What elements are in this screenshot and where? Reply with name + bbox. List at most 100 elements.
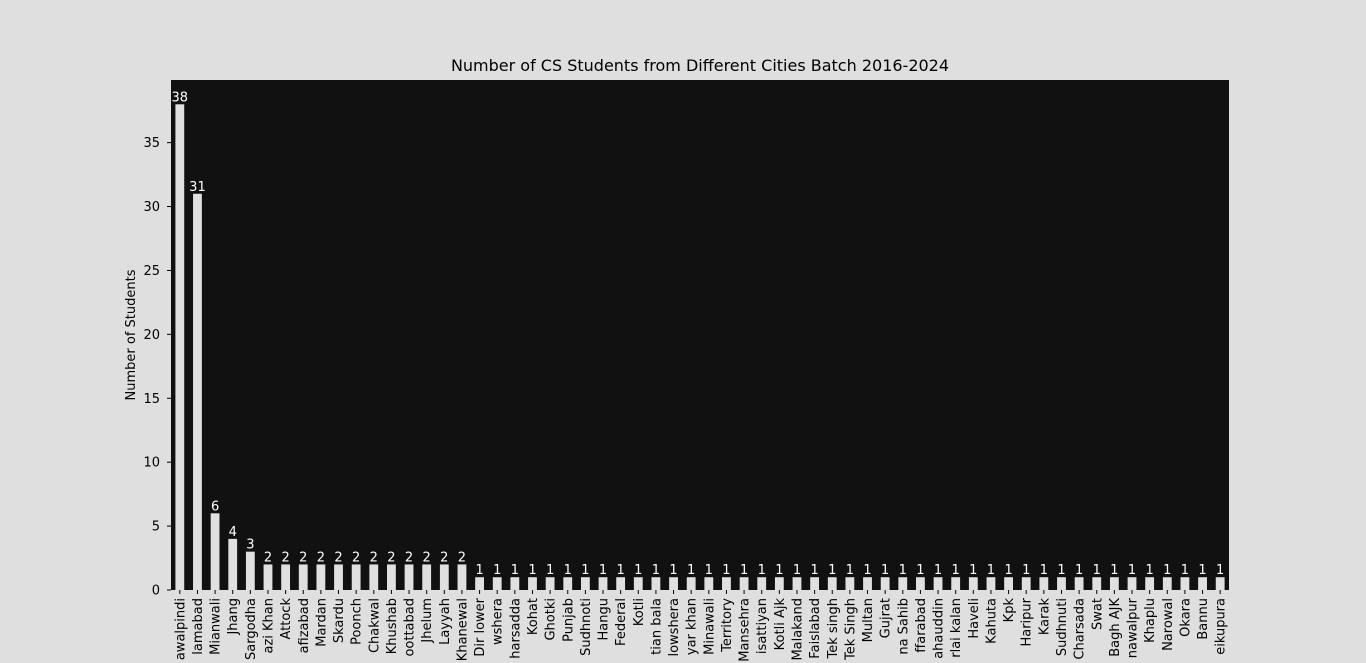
bar-value-label: 1	[1075, 563, 1083, 578]
y-tick-label: 5	[152, 520, 160, 535]
bar-value-label: 2	[405, 550, 413, 565]
x-tick-label: wshera	[491, 598, 506, 645]
y-tick-label: 25	[143, 264, 160, 279]
x-axis: awalpindi lamabad Mianwali Jhang Sargodha azi…	[173, 590, 1229, 662]
x-tick-label: Bannu	[1196, 598, 1211, 640]
bar-value-label: 2	[370, 550, 378, 565]
x-tick-label: Tek Singh	[843, 598, 858, 661]
bar-value-label: 1	[1093, 563, 1101, 578]
bar-value-label: 2	[387, 550, 395, 565]
bar	[351, 564, 361, 590]
bar-value-label: 1	[916, 563, 924, 578]
bar-value-label: 3	[246, 538, 254, 553]
x-tick-label: Multan	[861, 598, 876, 642]
bar-value-label: 1	[1198, 563, 1206, 578]
x-tick-label: Jhang	[226, 598, 241, 636]
x-tick-label: Faislabad	[808, 598, 823, 659]
x-tick-label: Karak	[1037, 598, 1052, 636]
bar-value-label: 2	[458, 550, 466, 565]
bar	[686, 577, 696, 590]
bar	[633, 577, 643, 590]
bar-value-label: 1	[581, 563, 589, 578]
y-tick-label: 10	[143, 456, 160, 471]
bar	[193, 193, 202, 590]
bar	[898, 577, 908, 590]
bar	[933, 577, 943, 590]
x-tick-label: tian bala	[649, 598, 664, 655]
bar-value-label: 1	[528, 563, 536, 578]
x-tick-label: Chakwal	[367, 598, 382, 653]
bar-value-label: 4	[229, 525, 237, 540]
bar-value-label: 1	[599, 563, 607, 578]
bar-value-label: 2	[352, 550, 360, 565]
y-tick-label: 35	[143, 136, 160, 151]
bar-value-label: 1	[564, 563, 572, 578]
bar-value-label: 2	[440, 550, 448, 565]
bar-value-label: 2	[423, 550, 431, 565]
x-tick-label: Mianwali	[209, 598, 224, 655]
bar-value-label: 1	[1216, 563, 1224, 578]
bar	[439, 564, 449, 590]
y-tick-label: 20	[143, 328, 160, 343]
bar	[1215, 577, 1225, 590]
x-tick-label: Charsada	[1073, 598, 1088, 660]
bar	[1074, 577, 1084, 590]
y-tick-label: 30	[143, 200, 160, 215]
bar	[475, 577, 484, 590]
x-tick-label: Layyah	[438, 598, 453, 645]
bar	[757, 577, 767, 590]
x-tick-label: Malakand	[790, 598, 805, 661]
bar	[704, 577, 714, 590]
bar	[228, 538, 238, 590]
bar	[210, 513, 220, 590]
x-tick-label: Punjab	[561, 598, 576, 642]
bar	[528, 577, 537, 590]
bar	[281, 564, 291, 590]
x-tick-label: Ghotki	[544, 598, 559, 641]
x-tick-label: Gujrat	[879, 598, 894, 638]
x-tick-label: Khaplu	[1143, 598, 1158, 643]
y-axis-label: Number of Students	[124, 269, 139, 400]
x-tick-label: Skardu	[332, 598, 347, 643]
bar-value-label: 1	[934, 563, 942, 578]
x-tick-label: Khushab	[385, 598, 400, 654]
bar	[298, 564, 308, 590]
x-tick-label: Okara	[1178, 598, 1193, 637]
bar	[387, 564, 396, 590]
bar	[916, 577, 925, 590]
bar-value-label: 2	[264, 550, 272, 565]
bar	[739, 577, 749, 590]
x-tick-label: Kahuta	[984, 598, 999, 644]
bar	[316, 564, 326, 590]
x-tick-label: Dir lower	[473, 597, 488, 656]
bars-group	[175, 104, 1225, 591]
bar-value-label: 1	[1110, 563, 1118, 578]
x-tick-label: rlai kalan	[949, 598, 964, 658]
bar-value-label: 31	[189, 180, 206, 195]
x-tick-label: Mardan	[314, 598, 329, 647]
bar	[1004, 577, 1013, 590]
plot-area	[171, 80, 1229, 590]
bar	[1162, 577, 1172, 590]
x-tick-label: Tek singh	[826, 598, 841, 660]
x-tick-label: eikupura	[1214, 598, 1229, 655]
bar	[827, 577, 837, 590]
bar	[422, 564, 432, 590]
bar	[845, 577, 855, 590]
bar	[1198, 577, 1207, 590]
bar	[245, 551, 255, 590]
bar-value-label: 38	[172, 90, 189, 105]
bar	[457, 564, 467, 590]
x-tick-label: Haveli	[967, 598, 982, 639]
x-tick-label: Hangu	[597, 598, 612, 640]
x-tick-label: afizabad	[297, 598, 312, 653]
bar-value-label: 1	[793, 563, 801, 578]
bar	[968, 577, 978, 590]
bar	[880, 577, 890, 590]
bar	[545, 577, 555, 590]
x-tick-label: Attock	[279, 598, 294, 640]
bar	[510, 577, 520, 590]
x-tick-label: Jhelum	[420, 598, 435, 644]
bar-value-label: 1	[687, 563, 695, 578]
